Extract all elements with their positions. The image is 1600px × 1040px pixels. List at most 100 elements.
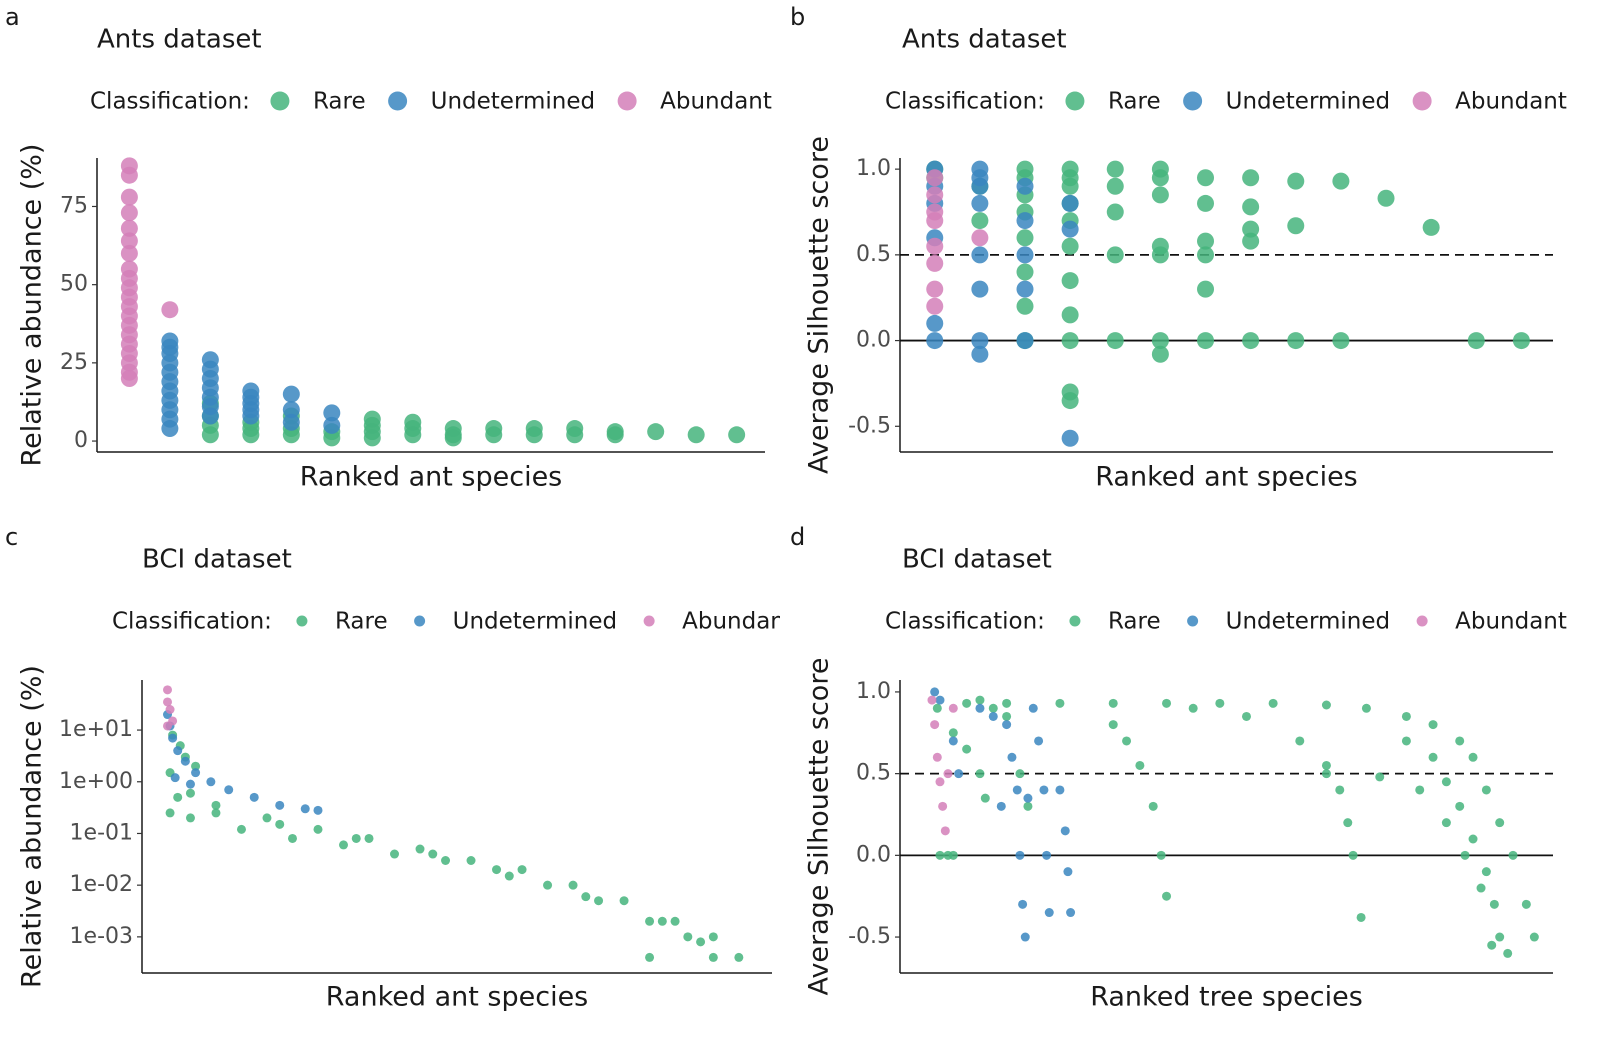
data-point	[566, 426, 584, 444]
chart-title: Ants dataset	[902, 25, 1067, 55]
data-point	[708, 932, 718, 942]
data-point	[1122, 736, 1132, 746]
y-axis-label: Average Silhouette score	[804, 136, 835, 474]
data-point	[1015, 769, 1025, 779]
data-point	[708, 952, 718, 962]
data-point	[1148, 801, 1158, 811]
data-point	[173, 792, 183, 802]
data-point	[1012, 785, 1022, 795]
data-point	[948, 736, 958, 746]
data-point	[1503, 948, 1513, 958]
data-point	[932, 703, 942, 713]
y-tick-label: 1e-03	[70, 924, 133, 949]
data-point	[1061, 237, 1079, 255]
data-point	[1321, 760, 1331, 770]
data-point	[1428, 720, 1438, 730]
data-point	[201, 426, 219, 444]
data-point	[1268, 698, 1278, 708]
data-point	[1197, 194, 1215, 212]
panel-letter: b	[790, 3, 805, 31]
data-point	[1061, 392, 1079, 410]
data-point	[948, 850, 958, 860]
data-point	[1335, 785, 1345, 795]
data-point	[1188, 703, 1198, 713]
data-point	[1023, 793, 1033, 803]
data-point	[466, 855, 476, 865]
data-point	[206, 777, 216, 787]
data-point	[1023, 801, 1033, 811]
data-point	[926, 186, 944, 204]
data-point	[1016, 212, 1034, 230]
data-point	[525, 426, 543, 444]
data-point	[1106, 332, 1124, 350]
data-point	[1428, 752, 1438, 762]
x-axis-label: Ranked ant species	[326, 982, 589, 1013]
data-point	[1343, 818, 1353, 828]
y-tick-label: 1.0	[856, 679, 891, 704]
data-point	[1455, 801, 1465, 811]
legend-marker	[414, 615, 426, 627]
data-point	[1028, 703, 1038, 713]
data-point	[1020, 932, 1030, 942]
legend-marker	[270, 91, 290, 111]
data-point	[211, 800, 221, 810]
data-point	[926, 169, 944, 187]
data-point	[1295, 736, 1305, 746]
data-point	[300, 804, 310, 814]
data-point	[1135, 760, 1145, 770]
panel-letter: c	[5, 523, 18, 551]
legend-label: Undetermined	[431, 89, 596, 115]
legend-marker	[1187, 615, 1199, 627]
data-point	[1156, 850, 1166, 860]
y-tick-label: 50	[60, 272, 88, 297]
data-point	[543, 880, 553, 890]
data-point	[1242, 169, 1260, 187]
data-point	[645, 916, 655, 926]
data-point	[224, 785, 234, 795]
data-point	[932, 752, 942, 762]
legend-label: Undetermined	[1226, 609, 1391, 635]
data-point	[161, 301, 179, 319]
data-point	[1044, 908, 1054, 918]
y-tick-label: 0	[74, 428, 88, 453]
data-point	[1422, 218, 1440, 236]
chart-title: Ants dataset	[97, 25, 262, 55]
data-point	[120, 232, 138, 250]
data-point	[201, 407, 219, 425]
data-point	[165, 808, 175, 818]
data-point	[282, 401, 300, 419]
y-tick-label: 1e-01	[70, 820, 133, 845]
legend-title: Classification:	[90, 89, 250, 115]
y-tick-label: 0.5	[856, 242, 891, 267]
data-point	[926, 212, 944, 230]
data-point	[988, 703, 998, 713]
data-point	[441, 855, 451, 865]
data-point	[926, 280, 944, 298]
legend-marker	[1416, 615, 1428, 627]
data-point	[1287, 172, 1305, 190]
panel-letter: d	[790, 523, 805, 551]
data-point	[120, 166, 138, 184]
data-point	[323, 429, 341, 447]
data-point	[444, 429, 462, 447]
data-point	[191, 761, 201, 771]
data-point	[504, 871, 514, 881]
data-point	[971, 229, 989, 247]
data-point	[275, 819, 285, 829]
data-point	[1066, 908, 1076, 918]
data-point	[390, 849, 400, 859]
y-tick-label: 75	[60, 193, 88, 218]
data-point	[287, 833, 297, 843]
data-point	[242, 426, 260, 444]
data-point	[1481, 785, 1491, 795]
data-point	[168, 733, 178, 743]
data-point	[1321, 700, 1331, 710]
data-point	[975, 703, 985, 713]
data-point	[926, 254, 944, 272]
data-point	[161, 420, 179, 438]
data-point	[568, 880, 578, 890]
data-point	[1197, 280, 1215, 298]
data-point	[1348, 850, 1358, 860]
data-point	[971, 194, 989, 212]
data-point	[1016, 177, 1034, 195]
